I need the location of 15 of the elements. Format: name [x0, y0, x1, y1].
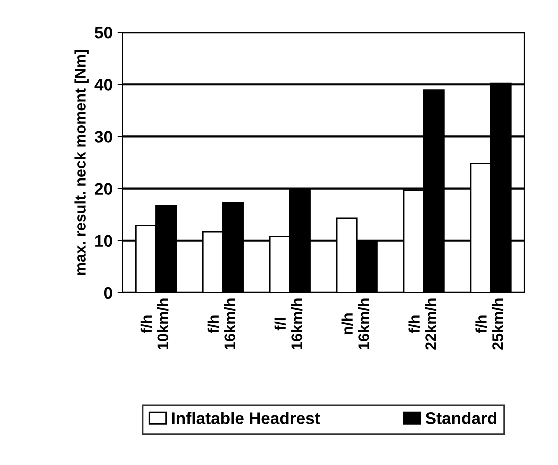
legend-label: Standard — [426, 412, 497, 424]
x-tick-label: f/l 16km/h — [274, 298, 303, 350]
x-tick-label: f/h 10km/h — [140, 298, 169, 350]
y-axis-title: max. result. neck moment [Nm] — [74, 50, 89, 276]
x-tick-label: n/h 16km/h — [342, 298, 370, 350]
x-tick-label: f/h 25km/h — [476, 298, 504, 350]
y-tick-label: 40 — [94, 79, 112, 91]
y-tick-label: 0 — [104, 287, 112, 300]
y-tick-label: 10 — [96, 235, 112, 248]
x-tick-label: f/h 22km/h — [408, 298, 437, 350]
x-tick-label: f/h 16km/h — [208, 298, 236, 350]
y-tick-label: 20 — [95, 183, 112, 195]
legend-label: Inflatable Headrest — [172, 412, 320, 424]
y-tick-label: 50 — [95, 26, 112, 39]
y-tick-label: 30 — [94, 131, 112, 143]
